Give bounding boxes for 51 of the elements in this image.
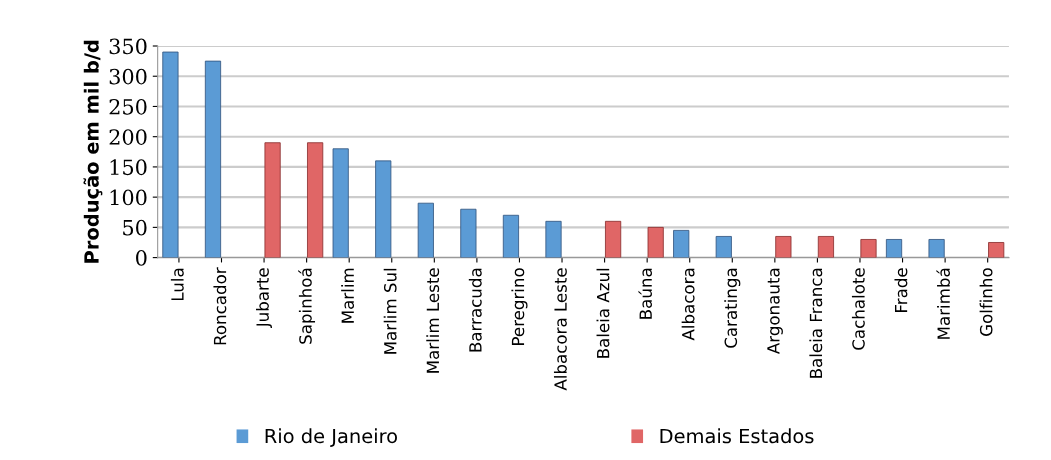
bar: [162, 51, 179, 258]
x-tick-label: Peregrino: [511, 268, 528, 345]
bar: [673, 229, 690, 258]
y-tick-label: 100: [110, 189, 147, 206]
x-tick-label: Albacora Leste: [553, 268, 567, 391]
x-tick-label: Frade: [894, 268, 908, 312]
bar: [460, 208, 477, 258]
x-tick-label: Jubarte: [256, 268, 272, 329]
bar: [817, 236, 835, 258]
bar: [647, 226, 664, 258]
x-tick-label: Cachalote: [851, 268, 865, 350]
x-tick-label: Lula: [170, 268, 184, 301]
y-tick-label: 150: [110, 159, 147, 176]
bar: [307, 142, 324, 258]
bar: [417, 202, 434, 258]
bar: [775, 236, 792, 258]
bar: [928, 239, 945, 258]
y-tick-label: 300: [109, 68, 147, 85]
bar: [502, 214, 520, 258]
y-tick-label: 0: [136, 250, 147, 266]
x-tick-label: Sapinhoá: [298, 268, 316, 344]
x-tick-label: Marlim Leste: [426, 268, 440, 373]
x-tick-label: Roncador: [213, 267, 227, 345]
x-tick-label: Albacora: [681, 268, 695, 341]
bar: [332, 148, 349, 258]
x-tick-label: Baleia Azul: [596, 268, 610, 358]
x-tick-label: Golfinho: [979, 268, 993, 336]
x-tick-label: Barracuda: [468, 268, 482, 352]
legend-label: Demais Estados: [660, 428, 814, 444]
x-tick-label: Caratinga: [724, 268, 741, 348]
bar: [264, 142, 281, 258]
bar: [375, 160, 392, 258]
y-tick-label: 350: [109, 38, 147, 55]
bar: [605, 220, 622, 258]
y-tick-label: 200: [109, 129, 147, 145]
bar: [885, 239, 903, 258]
bar: [860, 239, 877, 258]
bar: [204, 60, 222, 258]
x-tick-label: Marlim Sul: [383, 268, 397, 354]
x-tick-label: Baúna: [638, 268, 652, 319]
y-tick-label: 50: [123, 219, 147, 236]
x-tick-label: Marimbá: [936, 268, 950, 339]
x-tick-label: Marlim: [341, 268, 355, 323]
y-tick-label: 250: [109, 98, 147, 115]
y-axis-title: Produção em mil b/d: [83, 40, 103, 263]
bar: [715, 236, 732, 258]
x-tick-label: Baleia Franca: [809, 268, 823, 378]
x-tick-label: Argonauta: [767, 268, 783, 355]
legend-label: Rio de Janeiro: [265, 428, 397, 447]
bar: [988, 242, 1005, 258]
bar: [545, 220, 562, 258]
